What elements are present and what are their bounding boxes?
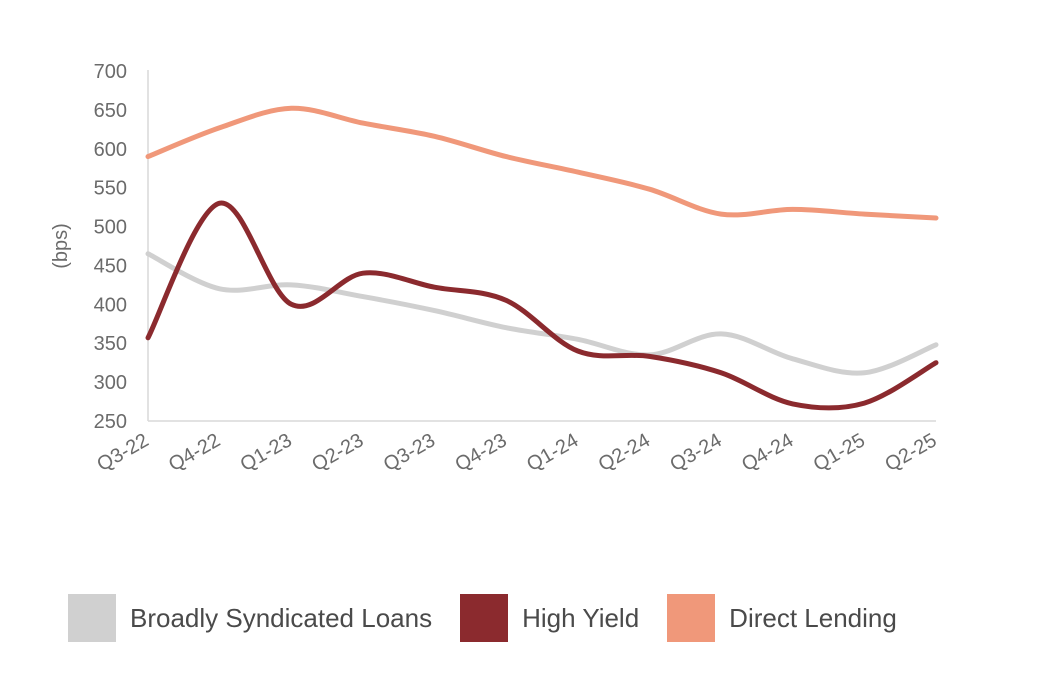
x-tick-label: Q2-24 — [595, 429, 654, 476]
y-axis-title: (bps) — [50, 223, 72, 269]
legend-label-broadly-syndicated-loans: Broadly Syndicated Loans — [130, 602, 433, 633]
y-tick-label: 250 — [94, 411, 127, 433]
y-tick-label: 600 — [94, 139, 127, 161]
y-tick-label: 650 — [94, 100, 127, 122]
legend-label-high-yield: High Yield — [522, 602, 640, 633]
x-tick-label: Q4-24 — [738, 429, 797, 476]
y-tick-label: 300 — [94, 372, 127, 394]
series-lines — [145, 105, 939, 411]
series-line-broadly-syndicated-loans — [145, 251, 939, 376]
x-tick-labels: Q3-22 Q4-22 Q1-23 Q2-23 Q3-23 Q4-23 Q1-24 Q2-24… — [93, 429, 940, 476]
x-tick-label: Q4-22 — [165, 429, 224, 476]
legend-item-high-yield: High Yield — [460, 594, 639, 642]
x-tick-label: Q3-24 — [666, 429, 725, 476]
y-tick-label: 550 — [94, 178, 127, 200]
legend-label-direct-lending: Direct Lending — [729, 602, 897, 633]
x-tick-label: Q3-22 — [93, 429, 152, 476]
y-tick-label: 700 — [94, 61, 127, 83]
y-tick-labels: 250 300 350 400 450 500 550 600 650 700 — [94, 61, 127, 433]
legend: Broadly Syndicated Loans High Yield Dire… — [68, 594, 925, 642]
x-tick-label: Q2-25 — [881, 429, 940, 476]
x-tick-label: Q1-23 — [237, 429, 296, 476]
axes — [147, 70, 936, 422]
y-tick-label: 450 — [94, 255, 127, 277]
y-tick-label: 350 — [94, 333, 127, 355]
x-tick-label: Q3-23 — [380, 429, 439, 476]
legend-swatch-broadly-syndicated-loans — [68, 594, 116, 642]
x-tick-label: Q2-23 — [308, 429, 367, 476]
y-tick-label: 400 — [94, 294, 127, 316]
x-tick-label: Q1-25 — [810, 429, 869, 476]
y-tick-label: 500 — [94, 217, 127, 239]
legend-swatch-high-yield — [460, 594, 509, 642]
legend-item-broadly-syndicated-loans: Broadly Syndicated Loans — [68, 594, 432, 642]
series-line-high-yield — [145, 200, 939, 411]
x-tick-label: Q1-24 — [523, 429, 582, 476]
legend-item-direct-lending: Direct Lending — [667, 594, 897, 642]
series-line-direct-lending — [145, 105, 939, 221]
x-tick-label: Q4-23 — [452, 429, 511, 476]
legend-swatch-direct-lending — [667, 594, 716, 642]
